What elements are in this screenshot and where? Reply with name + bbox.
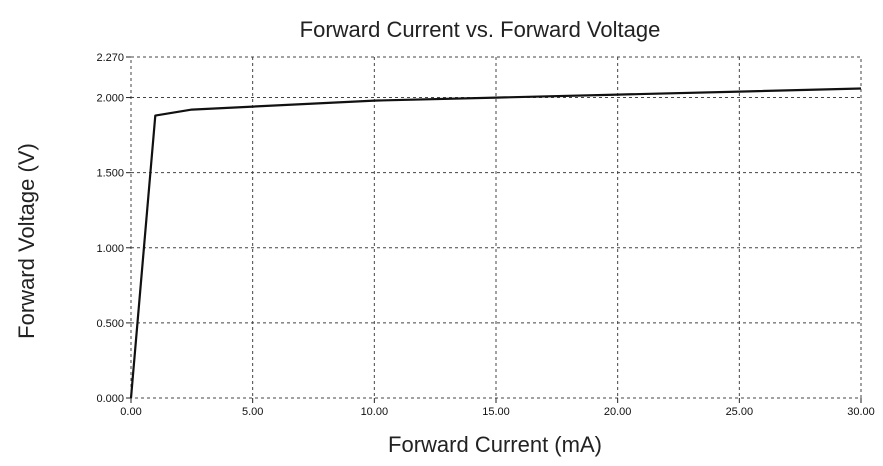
x-tick-label: 0.00	[120, 406, 141, 418]
y-tick-label: 0.500	[96, 318, 124, 330]
y-tick-label: 1.500	[96, 168, 124, 180]
y-tick-label: 2.000	[96, 93, 124, 105]
y-tick-label: 0.000	[96, 393, 124, 405]
series-line	[129, 87, 862, 399]
y-tick-label: 2.270	[96, 52, 124, 64]
axis-ticks: 0.00 5.00 10.00 15.00 20.00 25.00 30.00 0.000 0.…	[96, 52, 874, 418]
y-axis-label: Forward Voltage (V)	[14, 143, 39, 339]
x-tick-label: 30.00	[847, 406, 875, 418]
x-tick-label: 5.00	[242, 406, 263, 418]
chart-title: Forward Current vs. Forward Voltage	[300, 17, 661, 42]
x-tick-label: 20.00	[604, 406, 632, 418]
x-tick-label: 15.00	[482, 406, 510, 418]
x-tick-label: 10.00	[361, 406, 389, 418]
series-layer	[129, 87, 862, 399]
x-tick-label: 25.00	[726, 406, 754, 418]
x-axis-label: Forward Current (mA)	[388, 432, 602, 457]
y-tick-label: 1.000	[96, 243, 124, 255]
